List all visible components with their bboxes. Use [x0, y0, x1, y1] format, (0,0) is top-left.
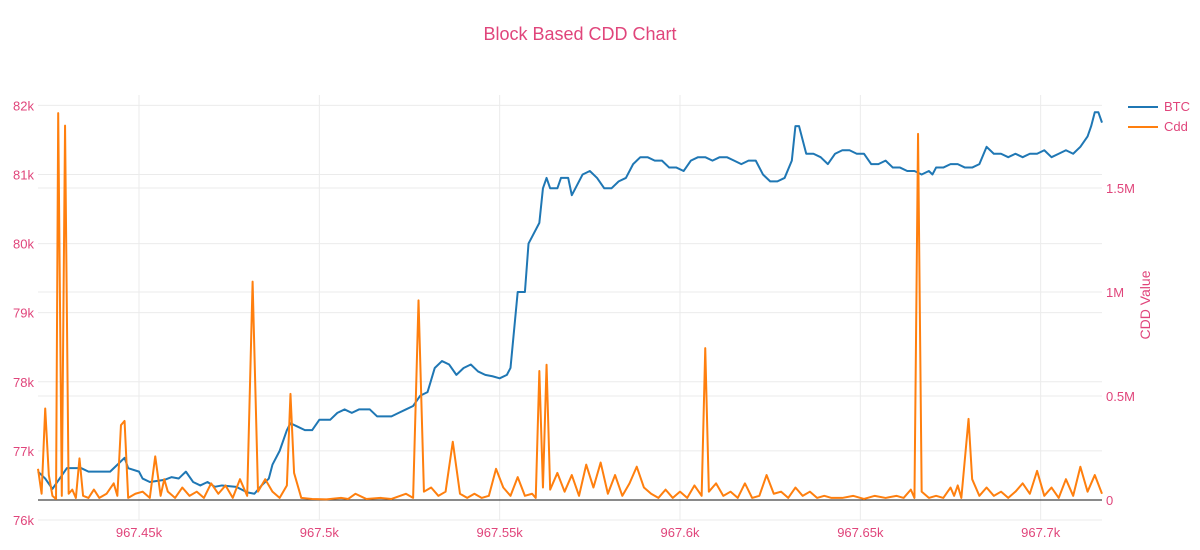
plot-area — [37, 111, 1103, 501]
y2-tick-label: 1.5M — [1106, 181, 1135, 196]
y-tick-label: 82k — [13, 98, 34, 113]
y2-tick-label: 0.5M — [1106, 389, 1135, 404]
y2-tick-label: 1M — [1106, 285, 1124, 300]
legend-cdd-label: Cdd — [1164, 119, 1188, 134]
legend[interactable]: BTC Cdd — [1128, 99, 1190, 134]
y2-axis-title: CDD Value — [1137, 270, 1153, 339]
legend-btc-label: BTC — [1164, 99, 1190, 114]
axes: 76k 77k 78k 79k 80k 81k 82k 967.45k 967.5k 967.55… — [13, 98, 1135, 540]
y-tick-label: 80k — [13, 237, 34, 252]
y-tick-label: 81k — [13, 167, 34, 182]
gridlines — [38, 95, 1102, 521]
series-line-btc — [37, 111, 1103, 495]
chart-title: Block Based CDD Chart — [483, 24, 676, 44]
x-tick-label: 967.6k — [660, 525, 700, 540]
x-tick-label: 967.45k — [116, 525, 163, 540]
y-tick-label: 77k — [13, 444, 34, 459]
y-tick-label: 76k — [13, 513, 34, 528]
x-tick-label: 967.55k — [477, 525, 524, 540]
x-tick-label: 967.7k — [1021, 525, 1061, 540]
x-tick-label: 967.5k — [300, 525, 340, 540]
series-line-cdd — [37, 112, 1103, 501]
y-tick-label: 78k — [13, 375, 34, 390]
y2-tick-label: 0 — [1106, 493, 1113, 508]
x-tick-label: 967.65k — [837, 525, 884, 540]
y-tick-label: 79k — [13, 306, 34, 321]
